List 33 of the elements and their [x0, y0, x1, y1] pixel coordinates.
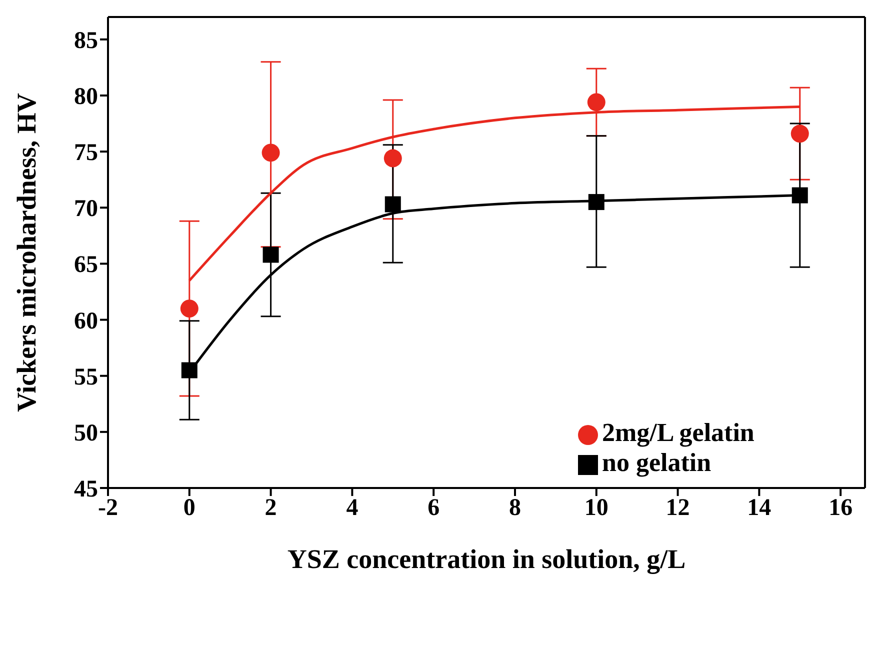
- y-tick-label: 85: [74, 28, 98, 54]
- point: [384, 196, 401, 212]
- x-tick-label: -2: [98, 495, 118, 522]
- y-tick-label: 55: [74, 364, 98, 390]
- y-tick-label: 75: [74, 140, 98, 166]
- legend-label: no gelatin: [602, 448, 712, 477]
- y-tick-label: 70: [74, 196, 98, 222]
- point: [262, 246, 279, 263]
- y-tick-label: 60: [74, 308, 98, 334]
- point: [180, 300, 198, 318]
- x-tick-label: 2: [264, 495, 277, 522]
- legend-label: 2mg/L gelatin: [602, 418, 754, 447]
- point: [588, 194, 604, 210]
- point: [384, 149, 402, 168]
- x-tick-label: 6: [428, 495, 440, 522]
- y-tick-label: 80: [74, 84, 98, 110]
- x-tick-label: 4: [346, 495, 358, 522]
- point: [181, 362, 198, 378]
- point: [587, 93, 606, 112]
- x-tick-label: 16: [828, 495, 853, 522]
- y-tick-label: 65: [74, 252, 98, 278]
- y-axis-title: Vickers microhardness, HV: [12, 92, 42, 412]
- y-tick-label: 45: [74, 476, 98, 503]
- y-tick-label: 50: [74, 420, 98, 446]
- x-tick-label: 12: [666, 495, 690, 522]
- point: [792, 187, 808, 204]
- x-tick-label: 0: [183, 495, 196, 522]
- x-axis-title: YSZ concentration in solution, g/L: [287, 544, 686, 574]
- x-tick-label: 8: [508, 495, 521, 522]
- x-tick-label: 10: [584, 495, 608, 522]
- point: [790, 124, 809, 143]
- x-tick-label: 14: [747, 495, 772, 522]
- point: [262, 144, 280, 162]
